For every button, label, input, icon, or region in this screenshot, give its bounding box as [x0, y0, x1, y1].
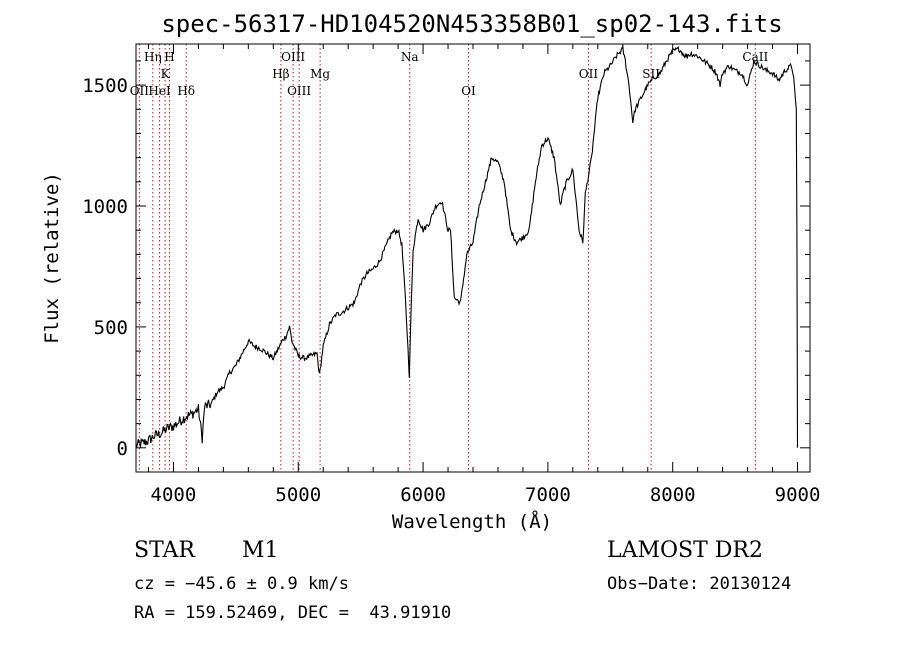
x-tick-label: 4000 — [151, 484, 197, 506]
y-axis-ticks: 0 500 1000 1500 — [82, 60, 810, 473]
x-tick-label: 6000 — [400, 484, 446, 506]
spectral-line-label: Hη — [144, 50, 162, 64]
y-tick-label: 1000 — [82, 196, 128, 218]
observation-date: Obs−Date: 20130124 — [607, 574, 792, 594]
y-tick-label: 1500 — [82, 75, 128, 97]
object-class: STAR — [134, 538, 195, 563]
spectral-line-label: Mg — [310, 67, 330, 81]
spectral-line-label: Na — [401, 50, 419, 64]
redshift-cz: cz = −45.6 ± 0.9 km/s — [134, 574, 349, 594]
ra-dec-coordinates: RA = 159.52469, DEC = 43.91910 — [134, 603, 452, 623]
y-tick-label: 0 — [117, 438, 128, 460]
spectrum-series — [135, 45, 799, 448]
spectral-line-label: K — [161, 67, 171, 81]
chart-title: spec-56317-HD104520N453358B01_sp02-143.f… — [161, 10, 782, 38]
spectral-line-label: H — [164, 50, 174, 64]
x-axis-ticks: 4000 5000 6000 7000 8000 9000 — [147, 44, 821, 506]
object-subclass: M1 — [242, 538, 279, 563]
spectral-line-label: SII — [642, 67, 660, 81]
plot-frame — [135, 43, 811, 473]
spectral-line-label: OII — [579, 67, 599, 81]
spectral-line-label: Hβ — [272, 67, 289, 81]
flux-line — [135, 45, 799, 448]
survey-name: LAMOST DR2 — [607, 538, 763, 563]
x-tick-label: 8000 — [650, 484, 696, 506]
x-tick-label: 5000 — [275, 484, 321, 506]
spectral-line-label: OIII — [287, 84, 311, 98]
spectral-line-label: Hδ — [177, 84, 195, 98]
spectral-line-label: CaII — [742, 50, 768, 64]
x-tick-label: 7000 — [525, 484, 571, 506]
x-axis-label: Wavelength (Å) — [392, 510, 552, 533]
y-tick-label: 500 — [94, 317, 128, 339]
spectral-line-label: OI — [461, 84, 476, 98]
spectral-line-label: OIII — [281, 50, 305, 64]
spectral-line-label: OII — [130, 84, 150, 98]
spectral-line-label: HeI — [148, 84, 171, 98]
y-axis-label: Flux (relative) — [41, 172, 63, 344]
x-tick-label: 9000 — [775, 484, 821, 506]
